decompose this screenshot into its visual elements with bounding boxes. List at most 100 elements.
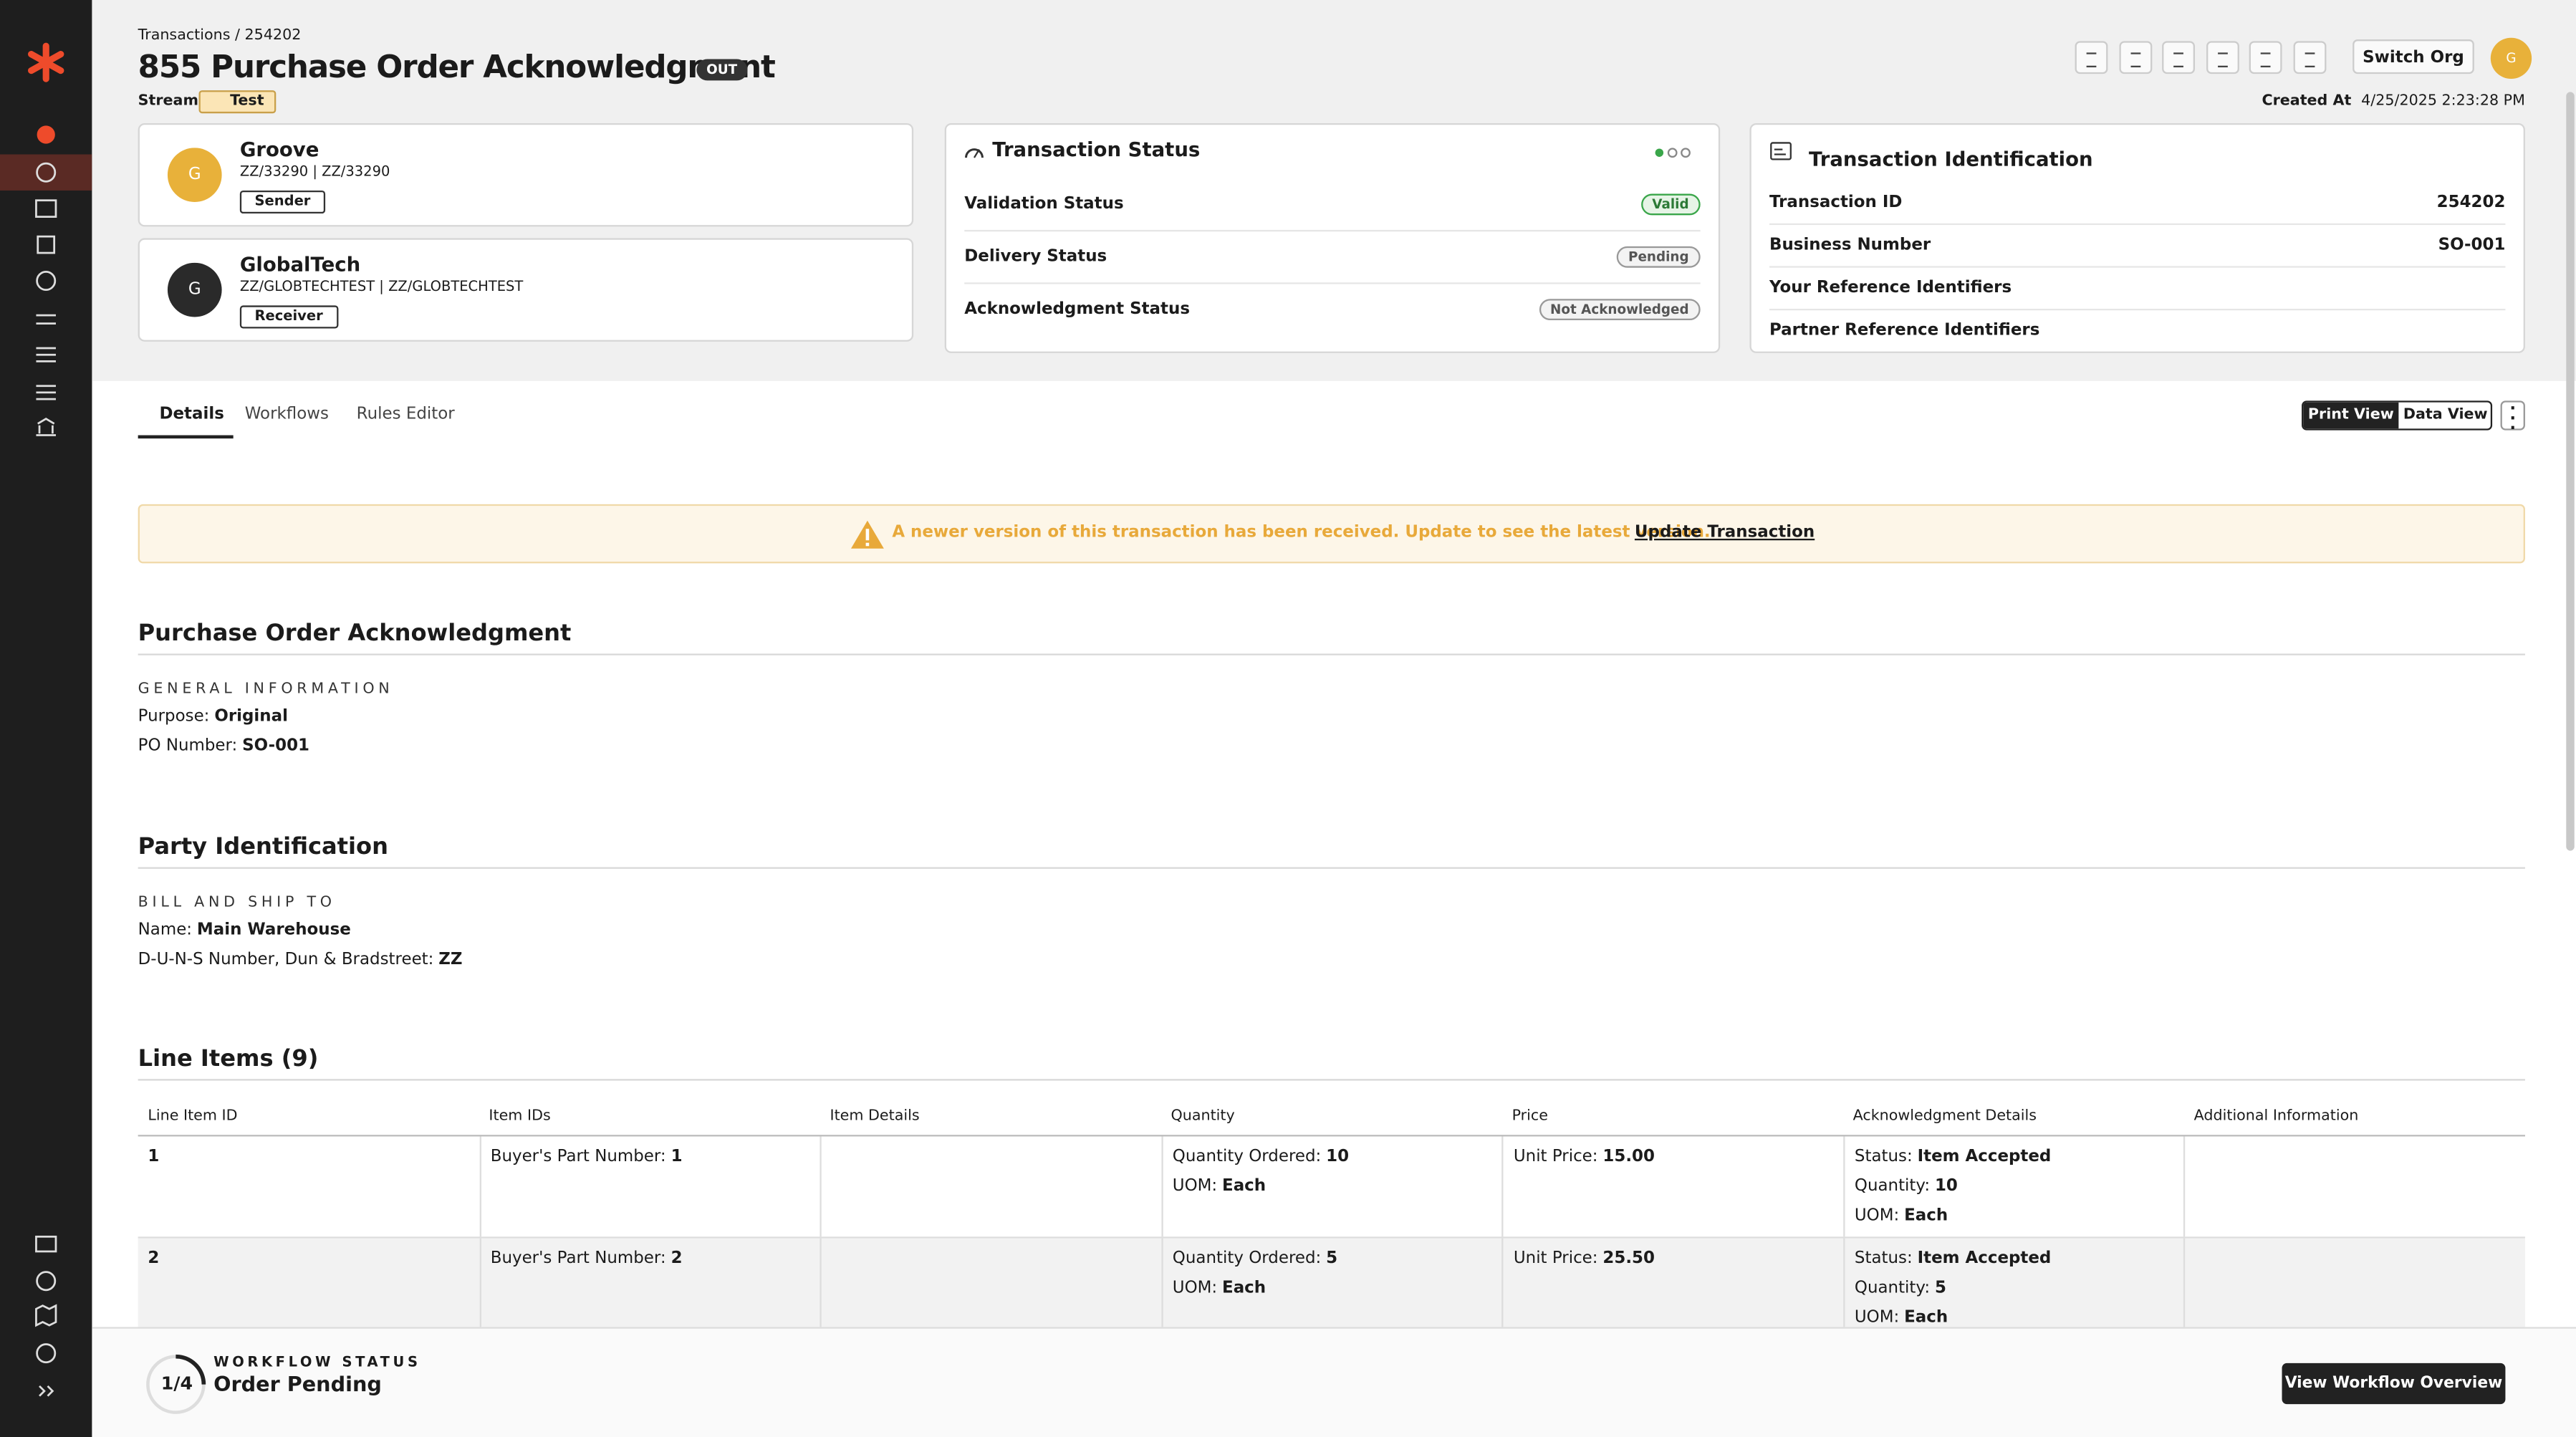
cell-field: UOM: Each	[1855, 1202, 2184, 1231]
section-title: Party Identification	[138, 834, 388, 861]
party-card: G Groove ZZ/33290 | ZZ/33290 Sender	[138, 122, 914, 227]
party-name: GlobalTech	[239, 253, 361, 277]
sidebar	[0, 0, 92, 1437]
id-row: Partner Reference Identifiers	[1769, 309, 2505, 352]
icon-button[interactable]	[2205, 41, 2239, 75]
cell	[820, 1238, 1161, 1339]
cell: Status: Item Accepted Quantity: 5 UOM: Each	[1842, 1238, 2184, 1339]
party-card: G GlobalTech ZZ/GLOBTECHTEST | ZZ/GLOBTECH…	[138, 238, 914, 342]
stepper-dots	[1655, 148, 1691, 158]
field-label: Purpose:	[138, 708, 210, 726]
column-header: Line Item ID	[148, 1108, 238, 1125]
created-at: Created At 4/25/2025 2:23:28 PM	[2262, 94, 2525, 110]
status-row: Validation Status Valid	[964, 178, 1701, 232]
tab-underline	[138, 435, 234, 439]
created-value: 4/25/2025 2:23:28 PM	[2361, 93, 2525, 110]
stream-label: Stream	[138, 93, 198, 110]
cell: Buyer's Part Number: 1	[479, 1136, 820, 1237]
cell-field: Unit Price: 15.00	[1514, 1143, 1843, 1173]
workflow-label: WORKFLOW STATUS	[213, 1355, 421, 1372]
cell: Status: Item Accepted Quantity: 10 UOM: Each	[1842, 1136, 2184, 1237]
cell-value: 10	[1326, 1148, 1350, 1166]
icon-button[interactable]	[2075, 41, 2108, 75]
table-header-line	[138, 1135, 2525, 1137]
user-avatar[interactable]: G	[2490, 37, 2532, 80]
toggle-option[interactable]: Data View	[2403, 407, 2488, 424]
field-value: Main Warehouse	[196, 921, 351, 940]
icon[interactable]	[37, 235, 56, 254]
gauge-icon	[965, 148, 984, 158]
icon[interactable]	[36, 271, 57, 292]
workflow-button[interactable]: View Workflow Overview	[2282, 1362, 2506, 1405]
party-avatar: G	[167, 148, 222, 202]
section-title: Purchase Order Acknowledgment	[138, 620, 572, 648]
tab[interactable]: Details	[159, 405, 224, 424]
section-heading: GENERAL INFORMATION	[138, 681, 394, 698]
cell	[2183, 1238, 2525, 1339]
icon[interactable]	[36, 314, 56, 325]
cell-label: Quantity Ordered:	[1172, 1148, 1322, 1166]
cell-value: 1	[671, 1148, 683, 1166]
icon-button[interactable]	[2162, 41, 2195, 75]
tab[interactable]: Workflows	[244, 405, 330, 424]
field-label: D-U-N-S Number, Dun & Bradstreet:	[138, 951, 434, 969]
breadcrumb: Transactions / 254202	[138, 27, 302, 44]
cell: 2	[138, 1239, 479, 1339]
icon-button[interactable]	[2118, 41, 2152, 75]
id-value: SO-001	[2438, 235, 2506, 254]
cell-value: 5	[1326, 1249, 1338, 1268]
card-title: Transaction Identification	[1809, 148, 2093, 171]
icon[interactable]	[35, 1304, 57, 1327]
cell: Quantity Ordered: 5 UOM: Each	[1160, 1238, 1502, 1339]
tab[interactable]: Rules Editor	[356, 405, 455, 424]
status-label: Acknowledgment Status	[964, 299, 1190, 318]
field: D-U-N-S Number, Dun & Bradstreet: ZZ	[138, 951, 463, 969]
cell-field: Unit Price: 25.50	[1514, 1245, 1843, 1274]
party-ids: ZZ/GLOBTECHTEST | ZZ/GLOBTECHTEST	[239, 279, 524, 296]
cell-label: UOM:	[1854, 1207, 1900, 1226]
cell-value: Each	[1222, 1279, 1267, 1298]
icon[interactable]	[35, 1235, 57, 1253]
icon[interactable]	[36, 347, 56, 362]
toggle-option[interactable]: Print View	[2303, 402, 2399, 429]
field-value: Original	[214, 708, 288, 726]
cell-field: Status: Item Accepted	[1855, 1143, 2184, 1173]
cell: Unit Price: 15.00	[1501, 1136, 1843, 1237]
alert-action[interactable]: Update Transaction	[1634, 524, 1815, 542]
icon-button[interactable]	[2249, 41, 2282, 75]
icon[interactable]	[36, 162, 57, 183]
view-toggle: Print View Data View	[2302, 400, 2493, 431]
line-item-id: 1	[148, 1148, 160, 1166]
status-row: Delivery Status Pending	[964, 230, 1701, 284]
cell-value: 15.00	[1602, 1148, 1655, 1166]
cell-label: UOM:	[1172, 1177, 1218, 1196]
cell-field: Buyer's Part Number: 1	[491, 1143, 820, 1173]
cell: Buyer's Part Number: 2	[479, 1238, 820, 1339]
more-button[interactable]: · · ·	[2500, 400, 2525, 438]
icon[interactable]	[36, 418, 56, 436]
icon[interactable]	[36, 1271, 57, 1292]
created-label: Created At	[2262, 93, 2352, 110]
icon[interactable]	[35, 199, 57, 218]
column-header: Item Details	[830, 1108, 920, 1125]
icon[interactable]	[37, 125, 55, 144]
column-header: Quantity	[1171, 1108, 1235, 1125]
section-divider	[138, 867, 2525, 869]
switch-org-button[interactable]: Switch Org	[2352, 39, 2474, 75]
field: Purpose: Original	[138, 708, 288, 726]
section-divider	[138, 653, 2525, 655]
icon-button[interactable]	[2292, 41, 2326, 75]
scrollbar	[2566, 92, 2575, 851]
warning-icon	[850, 520, 884, 549]
card-title: Transaction Status	[992, 138, 1201, 161]
field-label: Name:	[138, 921, 193, 940]
page-title: 855 Purchase Order Acknowledgment	[138, 49, 776, 86]
field: PO Number: SO-001	[138, 737, 309, 755]
icon[interactable]	[36, 1343, 57, 1364]
workflow-footer: 1/4 WORKFLOW STATUS Order Pending View Work…	[92, 1327, 2576, 1437]
column-header: Price	[1512, 1108, 1548, 1125]
icon[interactable]	[36, 385, 56, 400]
cell-value: Item Accepted	[1917, 1249, 2052, 1268]
icon[interactable]	[39, 1385, 54, 1397]
cell-value: Each	[1222, 1177, 1267, 1196]
